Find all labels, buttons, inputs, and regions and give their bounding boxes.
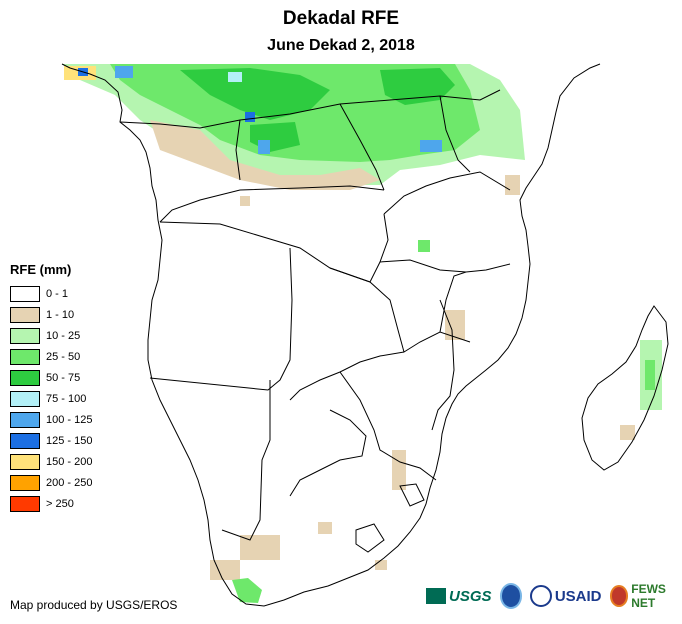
legend-item: 10 - 25 <box>10 325 92 346</box>
usaid-seal-icon <box>529 585 552 607</box>
legend-item: 1 - 10 <box>10 304 92 325</box>
legend-label: 100 - 125 <box>46 413 93 426</box>
usgs-logo: USGS <box>426 588 492 605</box>
legend-label: 50 - 75 <box>46 371 81 384</box>
map-title: Dekadal RFE <box>282 8 400 29</box>
noaa-seal-icon <box>499 583 522 609</box>
rain-patch-100-125 <box>115 66 133 78</box>
rainfall-shading <box>62 64 662 603</box>
rain-patch-125-150 <box>245 112 255 122</box>
rain-patch-100-125-c <box>420 140 442 152</box>
legend-item: 125 - 150 <box>10 430 92 451</box>
rain-patch-1-10-g <box>318 522 332 534</box>
rain-patch-25-50-mdg <box>645 360 655 390</box>
legend-item: 0 - 1 <box>10 283 92 304</box>
rain-patch-1-10-f <box>210 560 240 580</box>
usgs-wave-icon <box>426 588 446 604</box>
legend-swatch <box>10 348 40 365</box>
africa-coastline <box>61 63 601 607</box>
fews-net-seal-icon <box>609 585 629 607</box>
fews-net-label: FEWS NET <box>631 582 666 610</box>
fews-net-logo: FEWS NET <box>609 582 682 610</box>
legend-item: 200 - 250 <box>10 472 92 493</box>
legend-item: > 250 <box>10 493 92 514</box>
madagascar-outline <box>581 305 669 471</box>
legend-item: 50 - 75 <box>10 367 92 388</box>
legend-item: 75 - 100 <box>10 388 92 409</box>
legend-label: 200 - 250 <box>46 476 93 489</box>
legend-label: 10 - 25 <box>46 329 81 342</box>
rain-patch-tz <box>418 240 430 252</box>
rain-patch-100-125-b <box>258 140 270 154</box>
legend-item: 100 - 125 <box>10 409 92 430</box>
rain-patch-1-10-h <box>392 450 406 490</box>
legend-swatch <box>10 432 40 449</box>
legend-swatch <box>10 390 40 407</box>
rain-patch-75-100 <box>228 72 242 82</box>
rain-patch-50-75 <box>380 68 455 105</box>
legend-rows: 0 - 1 1 - 10 10 - 25 25 - 50 50 - 75 75 - 100… <box>10 283 92 514</box>
rain-patch-1-10-b <box>505 175 520 195</box>
legend-swatch <box>10 327 40 344</box>
legend-label: 75 - 100 <box>46 392 87 405</box>
legend-swatch <box>10 495 40 512</box>
legend-label: 25 - 50 <box>46 350 81 363</box>
rain-patch-1-10-d <box>620 425 635 440</box>
legend-label: 125 - 150 <box>46 434 93 447</box>
legend-swatch <box>10 285 40 302</box>
legend-swatch <box>10 306 40 323</box>
legend-label: 0 - 1 <box>46 287 69 300</box>
legend-title: RFE (mm) <box>10 262 72 277</box>
map-subtitle: June Dekad 2, 2018 <box>267 37 415 54</box>
legend-swatch <box>10 474 40 491</box>
legend: RFE (mm) 0 - 1 1 - 10 10 - 25 25 - 50 50 - 7… <box>10 262 92 514</box>
usaid-logo: USAID <box>529 585 602 607</box>
legend-swatch <box>10 453 40 470</box>
usgs-label: USGS <box>449 587 492 605</box>
legend-item: 25 - 50 <box>10 346 92 367</box>
rain-patch-cape <box>232 578 262 603</box>
rain-band-1-10 <box>150 120 380 190</box>
rain-patch-1-10-c <box>445 310 465 340</box>
legend-label: 1 - 10 <box>46 308 75 321</box>
legend-swatch <box>10 411 40 428</box>
legend-swatch <box>10 369 40 386</box>
rain-patch-1-10-i <box>375 560 387 570</box>
country-borders <box>119 89 511 553</box>
usaid-label: USAID <box>554 587 602 605</box>
rain-band-50-75 <box>180 68 330 120</box>
logos: USGS USAID FEWS NET <box>426 582 682 610</box>
rain-patch-1-10-a <box>240 196 250 206</box>
legend-label: > 250 <box>46 497 74 510</box>
legend-label: 150 - 200 <box>46 455 93 468</box>
legend-item: 150 - 200 <box>10 451 92 472</box>
credit-text: Map produced by USGS/EROS <box>10 598 178 612</box>
